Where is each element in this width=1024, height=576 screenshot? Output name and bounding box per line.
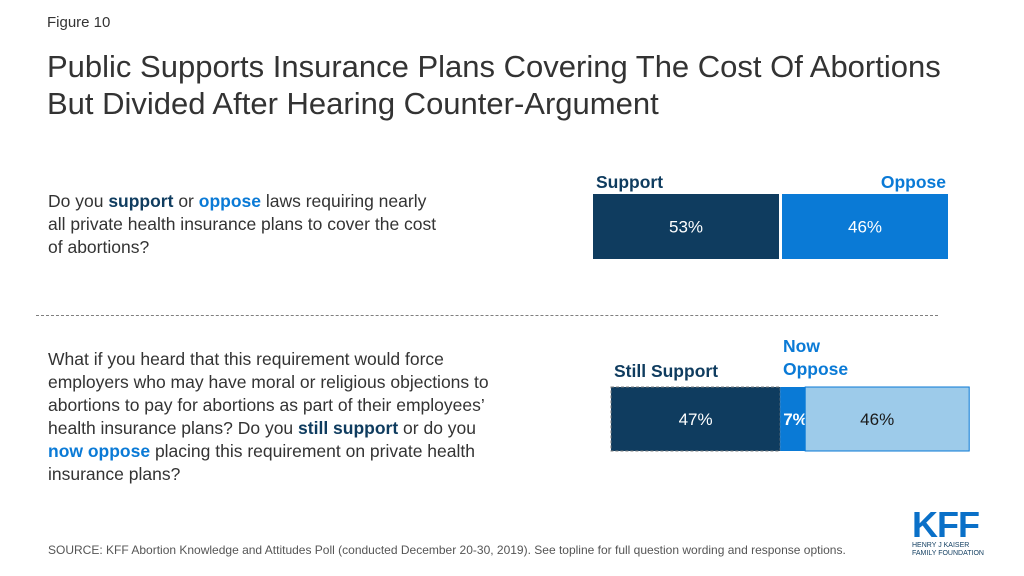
question-2-mid: or do you <box>398 418 476 438</box>
question-2-keyword-still-support: still support <box>298 418 399 438</box>
data-label-c2-s0: 47% <box>679 410 713 429</box>
question-2-keyword-now-oppose: now oppose <box>48 441 151 461</box>
data-label-c2-s1: 7% <box>783 410 808 429</box>
kff-logo: KFF Henry J Kaiser Family Foundation <box>912 504 992 558</box>
logo-mark: KFF <box>912 504 980 545</box>
bar-c1-s1 <box>782 194 948 259</box>
bar-c1-s0 <box>593 194 779 259</box>
question-1: Do you support or oppose laws requiring … <box>48 190 448 259</box>
figure-label: Figure 10 <box>47 14 111 31</box>
question-1-post: laws requiring nearly all private health… <box>48 191 437 257</box>
data-label-c1-s1: 46% <box>848 218 882 237</box>
question-1-keyword-oppose: oppose <box>198 191 261 211</box>
question-2-pre: What if you heard that this requirement … <box>48 349 489 438</box>
bar-c2-s2 <box>804 386 970 452</box>
label-now-oppose-line1: Now <box>783 336 820 356</box>
dashed-divider <box>36 315 938 316</box>
logo-line-2: Family Foundation <box>912 550 984 557</box>
label-now-oppose-line2: Oppose <box>783 359 848 379</box>
bar-c2-s1 <box>780 387 806 451</box>
question-1-keyword-support: support <box>108 191 174 211</box>
source-note: SOURCE: KFF Abortion Knowledge and Attit… <box>48 543 846 557</box>
question-2-post: placing this requirement on private heal… <box>48 441 475 484</box>
page-title: Public Supports Insurance Plans Covering… <box>47 49 941 121</box>
question-1-pre: Do you <box>48 191 109 211</box>
logo-line-1: Henry J Kaiser <box>912 542 970 549</box>
bar-c2-s0 <box>610 386 781 452</box>
label-support: Support <box>596 172 663 192</box>
label-oppose: Oppose <box>881 172 946 192</box>
data-label-c1-s0: 53% <box>669 218 703 237</box>
bar-group-1: 53% 46% <box>593 194 948 259</box>
data-label-c2-s2: 46% <box>860 410 894 429</box>
question-1-mid: or <box>173 191 199 211</box>
label-still-support: Still Support <box>614 361 718 381</box>
question-2: What if you heard that this requirement … <box>48 348 508 486</box>
bar-group-2: 47% 7% 46% <box>610 386 970 452</box>
